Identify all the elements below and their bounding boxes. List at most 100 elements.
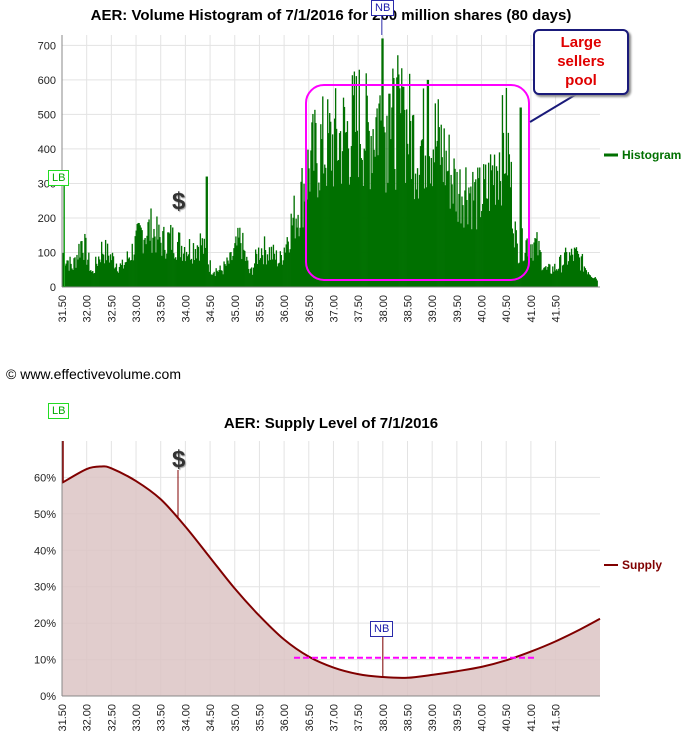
hist-bar	[191, 263, 194, 287]
hist-bar	[341, 151, 344, 287]
hist-bar	[424, 155, 427, 287]
hist-bar	[460, 223, 462, 287]
hist-y-tick-label: 100	[38, 247, 56, 259]
hist-x-tick-label: 41.50	[551, 295, 563, 323]
hist-bar	[174, 258, 176, 287]
hist-bar	[594, 277, 596, 287]
hist-bar	[251, 267, 253, 287]
hist-bar	[175, 257, 177, 287]
hist-bar	[74, 257, 76, 287]
hist-bar	[346, 121, 349, 287]
hist-bar	[91, 271, 93, 287]
hist-x-tick-label: 35.00	[230, 295, 242, 323]
hist-bar	[414, 173, 417, 287]
hist-bar	[408, 73, 411, 287]
hist-bar	[171, 249, 173, 287]
hist-bar	[518, 262, 520, 287]
hist-bar	[299, 227, 301, 287]
hist-bar	[499, 181, 502, 287]
hist-bar	[579, 270, 582, 287]
hist-bar	[140, 227, 142, 287]
hist-bar	[525, 240, 527, 287]
hist-bar	[593, 277, 595, 287]
hist-bar	[566, 264, 569, 287]
hist-bar	[396, 77, 398, 287]
hist-bar	[89, 270, 91, 287]
hist-bar	[218, 270, 220, 287]
hist-bar	[117, 272, 120, 287]
hist-bar	[376, 108, 378, 288]
hist-bar	[448, 134, 450, 287]
hist-bar	[570, 248, 573, 287]
hist-bar	[199, 233, 202, 287]
hist-bar	[149, 240, 151, 287]
hist-bar	[234, 243, 236, 287]
hist-bar	[572, 261, 575, 287]
hist-x-tick-label: 39.00	[427, 295, 439, 323]
hist-bar	[137, 222, 139, 287]
hist-bar	[282, 260, 284, 287]
hist-x-tick-label: 31.50	[57, 295, 69, 323]
hist-bar	[145, 244, 147, 287]
hist-bar	[372, 129, 374, 287]
hist-x-tick-label: 34.50	[205, 295, 217, 323]
hist-bar	[526, 238, 528, 287]
hist-bar	[203, 238, 205, 287]
hist-bar	[95, 256, 97, 287]
hist-bar	[325, 167, 327, 287]
hist-bar	[565, 252, 568, 287]
hist-bar	[328, 133, 330, 287]
supply-y-tick-label: 50%	[34, 509, 56, 521]
hist-bar	[240, 243, 242, 287]
hist-bar	[253, 267, 255, 287]
hist-bar	[225, 265, 227, 287]
hist-bar	[375, 117, 377, 287]
hist-bar	[321, 139, 323, 287]
hist-bar	[196, 245, 199, 287]
hist-bar	[138, 223, 140, 287]
hist-bar	[114, 267, 117, 287]
hist-bar	[485, 198, 488, 287]
hist-bar	[537, 255, 539, 287]
hist-bar	[529, 244, 531, 287]
hist-bar	[271, 259, 274, 287]
hist-bar	[195, 258, 198, 287]
hist-bar	[330, 121, 332, 287]
hist-bar	[307, 149, 309, 287]
hist-bar	[403, 86, 405, 287]
hist-bar	[427, 79, 430, 287]
hist-bar	[449, 208, 451, 287]
hist-bar	[368, 130, 370, 287]
hist-bar	[351, 75, 354, 287]
hist-bar	[207, 264, 209, 287]
hist-bar	[88, 252, 90, 287]
hist-bar	[245, 260, 247, 287]
supply-x-tick-label: 36.50	[304, 704, 316, 732]
hist-bar	[517, 263, 519, 287]
supply-y-tick-label: 60%	[34, 472, 56, 484]
hist-bar	[472, 171, 474, 287]
hist-bar	[193, 260, 196, 287]
hist-bar	[514, 221, 516, 287]
supply-title: AER: Supply Level of 7/1/2016	[224, 415, 438, 432]
hist-bar	[254, 249, 257, 287]
hist-bar	[383, 126, 385, 287]
hist-bar	[139, 225, 141, 287]
hist-bar	[131, 243, 133, 287]
hist-bar	[489, 154, 492, 287]
hist-bar	[214, 276, 216, 287]
hist-bar	[494, 204, 497, 287]
hist-bar	[70, 263, 72, 287]
hist-bar	[311, 122, 313, 287]
hist-bar	[197, 246, 200, 287]
hist-bar	[416, 168, 419, 287]
supply-legend-label: Supply	[622, 558, 662, 572]
supply-x-tick-label: 38.50	[403, 704, 415, 732]
hist-bar	[248, 268, 250, 287]
hist-bar	[503, 173, 506, 287]
hist-bar	[249, 273, 251, 287]
hist-bar	[463, 227, 465, 287]
hist-bar	[280, 254, 282, 287]
hist-bar	[410, 179, 413, 287]
